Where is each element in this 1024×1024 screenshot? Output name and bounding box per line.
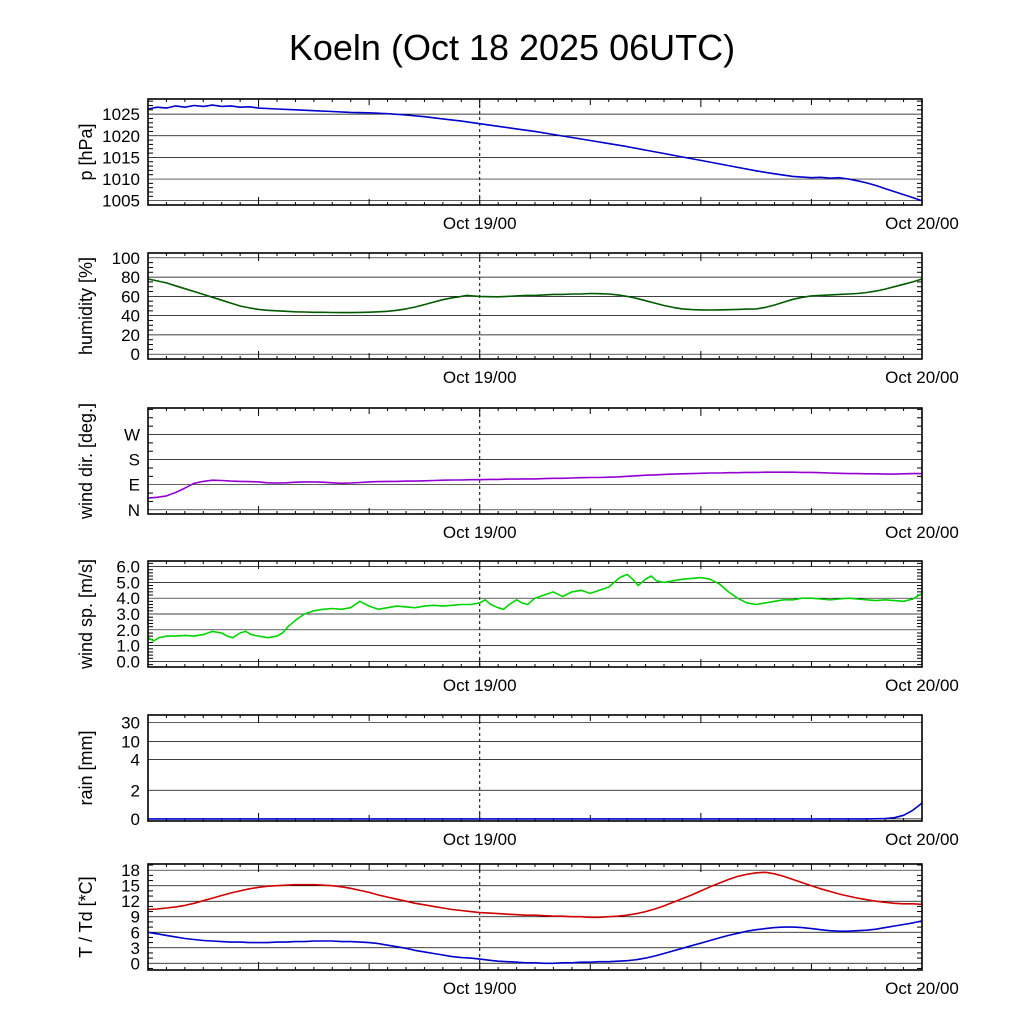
panel-pressure: 1005 1010 1015 1020 1025 Oct 19/00 Oct 20/00 p … bbox=[76, 98, 959, 233]
panel-frame bbox=[147, 714, 923, 822]
y-tick-label: 6.0 bbox=[116, 558, 140, 577]
y-tick-label: 15 bbox=[121, 877, 140, 896]
pressure-line bbox=[147, 104, 923, 202]
y-tick-label: 0 bbox=[131, 810, 140, 829]
x-tick-label: Oct 19/00 bbox=[443, 214, 517, 233]
y-tick-label: 100 bbox=[112, 249, 140, 268]
y-tick-label: 0.0 bbox=[116, 652, 140, 671]
panel-frame bbox=[147, 407, 923, 515]
wind-speed-line bbox=[147, 573, 923, 642]
y-axis-label: p [hPa] bbox=[76, 123, 96, 180]
y-axis-label: wind sp. [m/s] bbox=[76, 559, 96, 670]
x-tick-label: Oct 19/00 bbox=[443, 676, 517, 695]
y-tick-label: 5.0 bbox=[116, 573, 140, 592]
dewpoint-line bbox=[147, 920, 923, 965]
x-tick-label: Oct 20/00 bbox=[885, 979, 959, 998]
panel-frame bbox=[147, 252, 923, 360]
x-tick-label: Oct 20/00 bbox=[885, 830, 959, 849]
y-tick-label: N bbox=[128, 501, 140, 520]
y-tick-label: 20 bbox=[121, 326, 140, 345]
y-axis-label: humidity [%] bbox=[76, 257, 96, 355]
y-tick-label: S bbox=[129, 451, 140, 470]
y-tick-label: 1015 bbox=[102, 148, 140, 167]
y-tick-label: 0 bbox=[131, 345, 140, 364]
y-tick-label: 1020 bbox=[102, 127, 140, 146]
y-tick-label: 2.0 bbox=[116, 621, 140, 640]
y-tick-label: 18 bbox=[121, 861, 140, 880]
y-tick-label: 10 bbox=[121, 733, 140, 752]
x-tick-label: Oct 20/00 bbox=[885, 368, 959, 387]
panel-frame bbox=[147, 560, 923, 668]
y-tick-label: 0 bbox=[131, 954, 140, 973]
x-tick-label: Oct 19/00 bbox=[443, 368, 517, 387]
y-tick-label: 12 bbox=[121, 892, 140, 911]
y-tick-label: 9 bbox=[131, 908, 140, 927]
y-tick-label: 80 bbox=[121, 268, 140, 287]
x-tick-label: Oct 19/00 bbox=[443, 979, 517, 998]
y-tick-label: 4.0 bbox=[116, 589, 140, 608]
panel-frame bbox=[147, 98, 923, 206]
x-tick-label: Oct 19/00 bbox=[443, 830, 517, 849]
humidity-line bbox=[147, 278, 923, 314]
rain-line bbox=[147, 802, 923, 820]
y-axis-label: T / Td [*C] bbox=[76, 876, 96, 957]
panel-frame bbox=[147, 863, 923, 971]
y-tick-label: 1025 bbox=[102, 105, 140, 124]
y-tick-label: 6 bbox=[131, 923, 140, 942]
y-tick-label: E bbox=[129, 476, 140, 495]
chart-title: Koeln (Oct 18 2025 06UTC) bbox=[289, 27, 735, 68]
y-tick-label: 40 bbox=[121, 307, 140, 326]
y-tick-label: 1010 bbox=[102, 170, 140, 189]
y-tick-label: 4 bbox=[131, 751, 140, 770]
y-tick-label: 1.0 bbox=[116, 637, 140, 656]
y-axis-label: rain [mm] bbox=[76, 730, 96, 805]
temperature-line bbox=[147, 871, 923, 919]
y-tick-label: 60 bbox=[121, 287, 140, 306]
y-tick-label: 1005 bbox=[102, 192, 140, 211]
panel-wind-speed: 0.01.02.03.04.05.06.0 Oct 19/00 Oct 20/00 w… bbox=[76, 558, 959, 695]
y-tick-label: 3 bbox=[131, 939, 140, 958]
y-tick-label: 3.0 bbox=[116, 605, 140, 624]
x-tick-label: Oct 20/00 bbox=[885, 523, 959, 542]
x-tick-label: Oct 20/00 bbox=[885, 676, 959, 695]
y-axis-label: wind dir. [deg.] bbox=[76, 403, 96, 520]
y-tick-label: 2 bbox=[131, 781, 140, 800]
wind-direction-line bbox=[147, 471, 923, 499]
x-tick-label: Oct 20/00 bbox=[885, 214, 959, 233]
y-tick-label: 30 bbox=[121, 713, 140, 732]
y-tick-label: W bbox=[124, 426, 140, 445]
x-tick-label: Oct 19/00 bbox=[443, 523, 517, 542]
